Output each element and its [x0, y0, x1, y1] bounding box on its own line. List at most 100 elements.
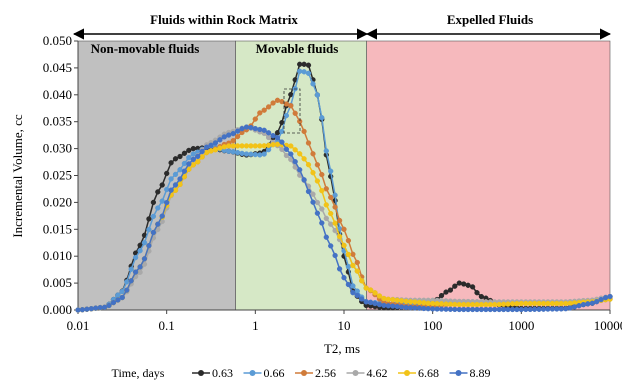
legend-label: 0.66 — [264, 366, 285, 380]
series-point — [195, 153, 201, 160]
series-point — [563, 300, 569, 307]
series-point — [514, 301, 520, 307]
series-point — [447, 301, 454, 307]
series-point — [257, 152, 263, 158]
series-point — [328, 194, 334, 201]
series-point — [425, 300, 431, 306]
legend-label: 8.89 — [470, 366, 491, 380]
series-point — [447, 306, 454, 312]
series-point — [261, 143, 267, 149]
series-point — [283, 152, 290, 159]
series-point — [576, 303, 582, 309]
series-point — [137, 248, 143, 254]
series-point — [487, 301, 493, 308]
series-point — [394, 297, 400, 303]
legend-marker — [249, 370, 256, 376]
series-point — [79, 307, 86, 313]
series-point — [545, 300, 551, 307]
regions-layer — [77, 40, 611, 311]
series-point — [168, 187, 174, 193]
y-tick-label: 0.000 — [43, 302, 72, 317]
series-point — [540, 306, 547, 312]
series-point — [478, 306, 485, 313]
series-point — [310, 191, 316, 197]
series-point — [279, 98, 285, 105]
series-point — [239, 150, 245, 157]
series-point — [248, 151, 254, 157]
series-point — [500, 301, 507, 307]
series-point — [297, 151, 303, 157]
series-point — [367, 287, 374, 293]
series-point — [332, 204, 338, 210]
series-point — [208, 148, 214, 154]
series-point — [301, 177, 307, 183]
series-point — [155, 189, 161, 195]
series-point — [172, 182, 179, 188]
legend-item-0.63: 0.63 — [192, 366, 233, 380]
legend-marker — [301, 370, 307, 376]
series-point — [594, 298, 600, 305]
series-point — [319, 220, 325, 226]
series-point — [292, 110, 298, 116]
series-point — [172, 171, 179, 178]
series-point — [421, 305, 427, 312]
series-point — [341, 275, 347, 281]
series-point — [265, 104, 272, 110]
y-tick-label: 0.050 — [43, 33, 72, 48]
series-point — [509, 306, 516, 313]
series-point — [381, 295, 387, 302]
series-point — [270, 100, 276, 106]
series-point — [164, 186, 170, 193]
series-point — [602, 295, 609, 301]
region-2 — [366, 40, 611, 311]
series-point — [456, 280, 462, 286]
series-point — [496, 301, 502, 308]
series-point — [270, 142, 276, 148]
series-point — [474, 306, 480, 313]
series-point — [190, 145, 196, 152]
series-point — [159, 198, 165, 204]
series-point — [150, 229, 157, 236]
y-tick-label: 0.015 — [43, 221, 72, 236]
series-point — [558, 300, 564, 307]
series-point — [199, 148, 205, 155]
series-point — [438, 306, 445, 312]
series-point — [261, 151, 267, 157]
series-point — [505, 301, 511, 307]
series-point — [412, 305, 418, 311]
series-point — [350, 262, 356, 269]
series-point — [234, 143, 241, 149]
series-point — [270, 133, 276, 139]
series-point — [234, 128, 241, 134]
series-point — [177, 153, 183, 160]
series-point — [332, 220, 338, 226]
series-point — [186, 161, 192, 167]
series-point — [150, 199, 157, 206]
series-point — [452, 283, 458, 289]
series-point — [217, 145, 223, 151]
series-point — [181, 160, 188, 167]
series-point — [217, 137, 223, 143]
series-point — [563, 306, 569, 312]
series-point — [226, 132, 232, 138]
x-tick-label: 0.01 — [67, 318, 90, 333]
series-point — [545, 306, 551, 312]
series-point — [168, 160, 174, 166]
legend-title: Time, days — [112, 366, 165, 380]
series-point — [332, 252, 338, 259]
series-point — [443, 301, 449, 307]
series-point — [310, 151, 316, 157]
series-point — [297, 68, 303, 74]
region-label-non-movable: Non-movable fluids — [91, 41, 200, 56]
series-point — [199, 154, 205, 160]
series-point — [252, 143, 258, 149]
y-tick-label: 0.010 — [43, 248, 72, 263]
y-tick-label: 0.035 — [43, 114, 72, 129]
series-point — [119, 288, 125, 295]
series-point — [252, 151, 258, 158]
y-tick-label: 0.040 — [43, 87, 72, 102]
series-point — [181, 168, 188, 174]
series-point — [465, 306, 471, 313]
series-point — [483, 306, 489, 313]
series-point — [297, 167, 303, 173]
